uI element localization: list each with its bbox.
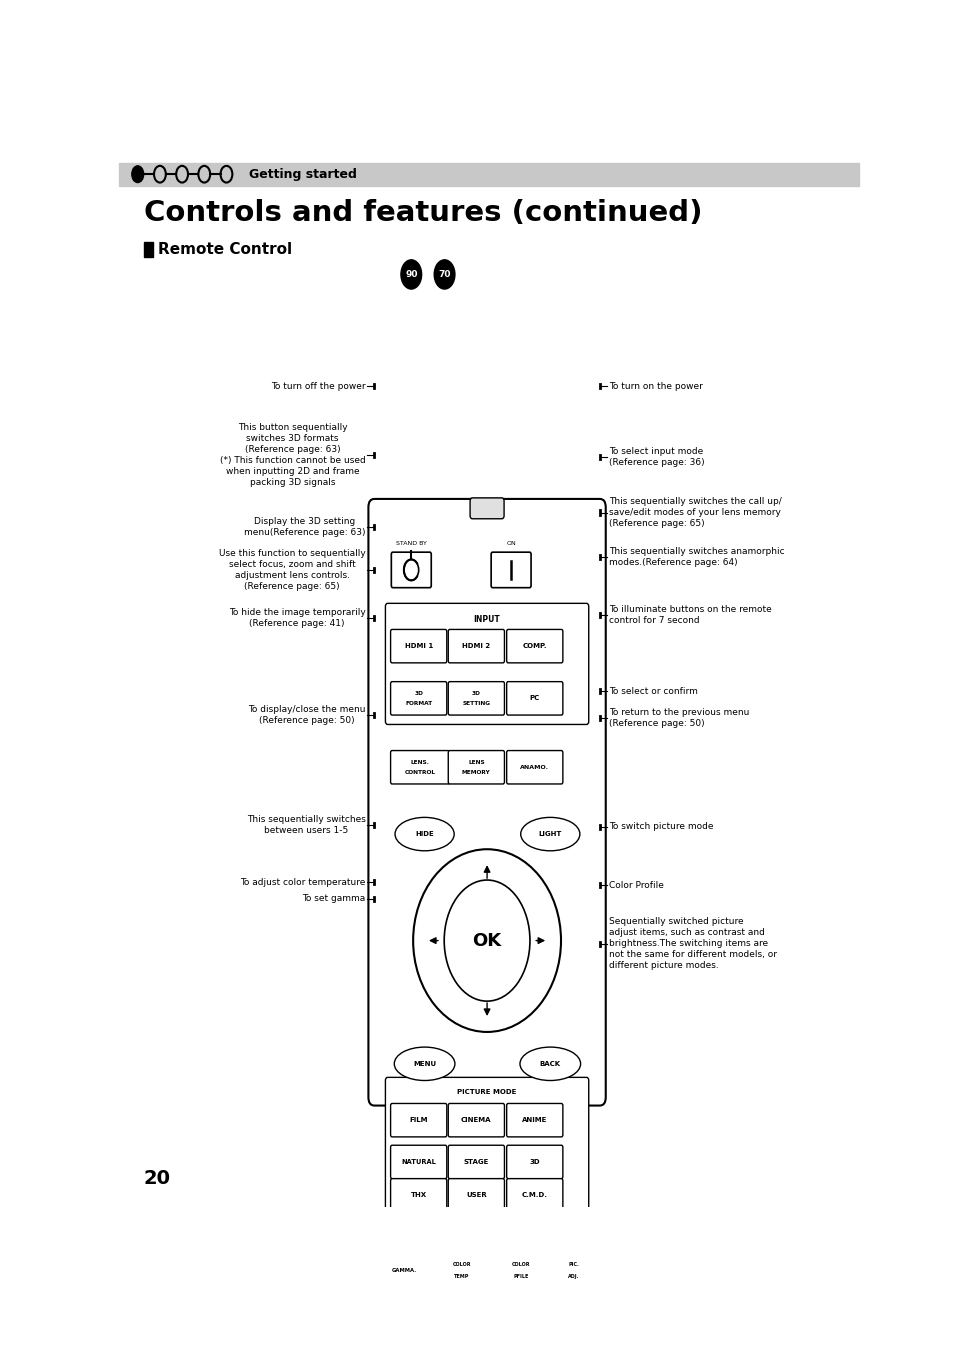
Circle shape	[400, 260, 421, 289]
Text: NATURAL: NATURAL	[401, 1159, 436, 1165]
Bar	[119, 163, 858, 186]
Text: 3D: 3D	[529, 1159, 539, 1165]
Text: To select or confirm: To select or confirm	[608, 686, 697, 696]
FancyBboxPatch shape	[491, 552, 531, 587]
Ellipse shape	[550, 1254, 597, 1287]
FancyBboxPatch shape	[390, 682, 446, 715]
Text: OK: OK	[472, 932, 501, 949]
Text: 70: 70	[437, 270, 451, 279]
Text: Getting started: Getting started	[249, 168, 356, 180]
Text: To set gamma: To set gamma	[302, 895, 365, 903]
Ellipse shape	[380, 1254, 427, 1287]
FancyBboxPatch shape	[391, 552, 431, 587]
Text: LENS.: LENS.	[411, 761, 429, 765]
Text: MEMORY: MEMORY	[461, 770, 490, 776]
Text: 3D: 3D	[414, 692, 423, 697]
FancyBboxPatch shape	[390, 1178, 446, 1212]
FancyBboxPatch shape	[506, 682, 562, 715]
Text: FORMAT: FORMAT	[405, 701, 432, 706]
Text: To select input mode
(Reference page: 36): To select input mode (Reference page: 36…	[608, 447, 703, 468]
Text: To turn off the power: To turn off the power	[271, 381, 365, 391]
Ellipse shape	[395, 818, 454, 850]
Text: FILM: FILM	[409, 1117, 428, 1123]
FancyBboxPatch shape	[506, 629, 562, 663]
FancyBboxPatch shape	[448, 1104, 504, 1136]
Text: Remote Control: Remote Control	[157, 241, 292, 256]
Bar	[144, 243, 153, 256]
Text: To return to the previous menu
(Reference page: 50): To return to the previous menu (Referenc…	[608, 708, 748, 728]
Circle shape	[434, 260, 455, 289]
Text: To display/close the menu
(Reference page: 50): To display/close the menu (Reference pag…	[248, 705, 365, 725]
Text: Use this function to sequentially
select focus, zoom and shift
adjustment lens c: Use this function to sequentially select…	[218, 549, 365, 591]
Text: TEMP: TEMP	[454, 1273, 469, 1279]
Text: COLOR: COLOR	[511, 1262, 530, 1268]
FancyBboxPatch shape	[390, 1104, 446, 1136]
Text: Sequentially switched picture
adjust items, such as contrast and
brightness.The : Sequentially switched picture adjust ite…	[608, 917, 776, 971]
Text: GAMMA.: GAMMA.	[391, 1268, 416, 1273]
Text: SETTING: SETTING	[462, 701, 490, 706]
Ellipse shape	[520, 818, 579, 850]
Ellipse shape	[413, 849, 560, 1032]
Text: BACK: BACK	[539, 1060, 560, 1067]
FancyBboxPatch shape	[385, 603, 588, 724]
FancyBboxPatch shape	[448, 682, 504, 715]
Text: 20: 20	[144, 1169, 171, 1188]
Text: ON: ON	[506, 541, 516, 546]
Text: COLOR: COLOR	[452, 1262, 471, 1268]
Text: MENU: MENU	[413, 1060, 436, 1067]
Text: LIGHT: LIGHT	[538, 831, 561, 837]
Text: Controls and features (continued): Controls and features (continued)	[144, 199, 701, 228]
Text: PICTURE MODE: PICTURE MODE	[456, 1089, 517, 1094]
Text: ANAMO.: ANAMO.	[519, 765, 549, 770]
Text: STAGE: STAGE	[463, 1159, 489, 1165]
FancyBboxPatch shape	[448, 751, 504, 784]
Ellipse shape	[394, 1047, 455, 1081]
Text: CINEMA: CINEMA	[460, 1117, 491, 1123]
Text: PFILE: PFILE	[513, 1273, 528, 1279]
Text: 3D: 3D	[472, 692, 480, 697]
Text: This button sequentially
switches 3D formats
(Reference page: 63)
(*) This funct: This button sequentially switches 3D for…	[219, 423, 365, 487]
FancyBboxPatch shape	[448, 629, 504, 663]
Text: HDMI 2: HDMI 2	[462, 643, 490, 650]
FancyBboxPatch shape	[506, 1146, 562, 1178]
Circle shape	[132, 165, 144, 183]
Text: ADJ.: ADJ.	[568, 1273, 579, 1279]
Text: LENS: LENS	[468, 761, 484, 765]
FancyBboxPatch shape	[470, 498, 503, 519]
FancyBboxPatch shape	[448, 1146, 504, 1178]
Text: To illuminate buttons on the remote
control for 7 second: To illuminate buttons on the remote cont…	[608, 605, 771, 625]
Text: THX: THX	[410, 1192, 426, 1199]
Text: To turn on the power: To turn on the power	[608, 381, 701, 391]
FancyBboxPatch shape	[506, 751, 562, 784]
Text: C.M.D.: C.M.D.	[521, 1192, 547, 1199]
Text: ANIME: ANIME	[521, 1117, 547, 1123]
FancyBboxPatch shape	[368, 499, 605, 1105]
Ellipse shape	[437, 1254, 484, 1287]
Text: To adjust color temperature: To adjust color temperature	[240, 877, 365, 887]
Text: Display the 3D setting
menu(Reference page: 63): Display the 3D setting menu(Reference pa…	[244, 517, 365, 537]
Text: This sequentially switches
between users 1-5: This sequentially switches between users…	[246, 815, 365, 835]
FancyBboxPatch shape	[390, 629, 446, 663]
Text: This sequentially switches the call up/
save/edit modes of your lens memory
(Ref: This sequentially switches the call up/ …	[608, 496, 781, 527]
Text: HDMI 1: HDMI 1	[404, 643, 433, 650]
Text: To hide the image temporarily
(Reference page: 41): To hide the image temporarily (Reference…	[229, 607, 365, 628]
Ellipse shape	[497, 1254, 543, 1287]
Text: STAND BY: STAND BY	[395, 541, 426, 546]
Text: HIDE: HIDE	[415, 831, 434, 837]
FancyBboxPatch shape	[506, 1104, 562, 1136]
FancyBboxPatch shape	[390, 1146, 446, 1178]
Text: 90: 90	[405, 270, 417, 279]
FancyBboxPatch shape	[448, 1178, 504, 1212]
Text: This sequentially switches anamorphic
modes.(Reference page: 64): This sequentially switches anamorphic mo…	[608, 548, 783, 567]
Text: Color Profile: Color Profile	[608, 881, 663, 890]
Text: To switch picture mode: To switch picture mode	[608, 822, 713, 831]
Ellipse shape	[519, 1047, 580, 1081]
FancyBboxPatch shape	[506, 1178, 562, 1212]
Text: COMP.: COMP.	[522, 643, 546, 650]
Circle shape	[444, 880, 530, 1001]
Text: CONTROL: CONTROL	[404, 770, 436, 776]
FancyBboxPatch shape	[385, 1078, 588, 1222]
Text: INPUT: INPUT	[474, 614, 500, 624]
FancyBboxPatch shape	[390, 751, 449, 784]
Text: USER: USER	[465, 1192, 486, 1199]
